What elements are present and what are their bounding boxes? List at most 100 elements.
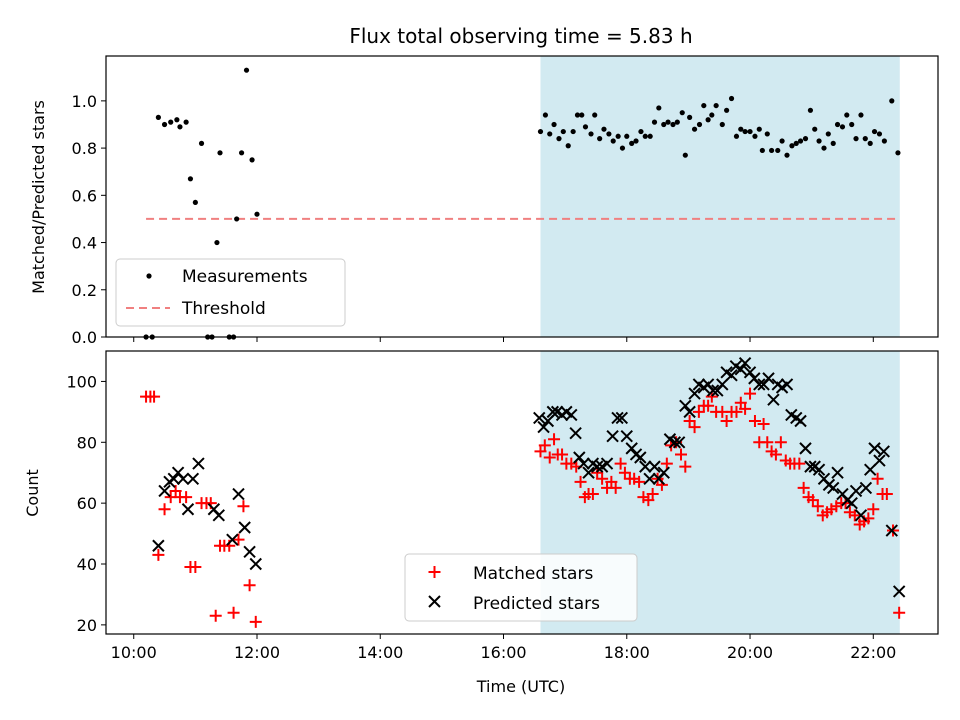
measurement-point bbox=[579, 112, 585, 118]
matched-star-point bbox=[806, 494, 819, 507]
predicted-star-point bbox=[885, 524, 898, 537]
predicted-star-point bbox=[611, 411, 624, 425]
legend-predicted-marker bbox=[428, 595, 441, 608]
matched-star-point bbox=[720, 414, 733, 427]
predicted-star-point bbox=[226, 533, 239, 546]
measurement-point bbox=[853, 136, 859, 142]
predicted-star-point bbox=[192, 457, 205, 470]
predicted-star-point bbox=[892, 585, 906, 598]
x-tick-label: 18:00 bbox=[604, 643, 650, 662]
matched-star-point bbox=[227, 606, 240, 619]
matched-star-point bbox=[232, 533, 245, 546]
predicted-star-point bbox=[743, 366, 757, 379]
predicted-star-point bbox=[615, 411, 629, 425]
top-y-tick-label: 0.4 bbox=[72, 234, 97, 253]
measurement-point bbox=[802, 136, 809, 142]
predicted-star-point bbox=[212, 509, 225, 522]
measurement-point bbox=[597, 136, 603, 142]
measurement-point bbox=[234, 216, 240, 222]
top-panel: 0.0 0.2 0.4 0.6 0.8 1.0 Matched/Predicted sta… bbox=[29, 55, 939, 347]
legend-matched-marker bbox=[428, 566, 441, 578]
predicted-star-point bbox=[734, 363, 747, 376]
bottom-y-tick-label: 100 bbox=[66, 372, 97, 391]
measurement-point bbox=[764, 131, 770, 137]
measurement-point bbox=[849, 121, 855, 128]
predicted-star-point bbox=[181, 503, 195, 516]
predicted-star-point bbox=[158, 484, 171, 498]
predicted-star-point bbox=[546, 405, 560, 419]
matched-star-point bbox=[586, 488, 599, 501]
measurement-point bbox=[691, 126, 698, 132]
matched-star-point bbox=[189, 561, 202, 574]
measurement-point bbox=[724, 107, 730, 113]
matched-star-point bbox=[848, 509, 861, 522]
top-legend: Measurements Threshold bbox=[115, 258, 346, 327]
predicted-star-point bbox=[812, 463, 826, 476]
measurement-point bbox=[830, 140, 836, 146]
matched-star-point bbox=[237, 500, 250, 513]
matched-star-point bbox=[543, 451, 556, 464]
measurement-point bbox=[243, 67, 250, 73]
measurement-point bbox=[858, 112, 864, 118]
matched-star-point bbox=[893, 606, 906, 619]
matched-star-point bbox=[660, 457, 673, 470]
predicted-star-point bbox=[780, 378, 794, 391]
measurement-point bbox=[752, 133, 758, 139]
predicted-star-point bbox=[831, 466, 844, 479]
measurement-point bbox=[825, 131, 831, 137]
measurement-point bbox=[889, 98, 895, 104]
matched-star-point bbox=[675, 448, 688, 461]
measurement-point bbox=[574, 112, 581, 118]
matched-star-point bbox=[871, 472, 884, 485]
bottom-y-ticks: 20 40 60 80 100 bbox=[66, 372, 106, 635]
measurement-point bbox=[560, 128, 566, 135]
predicted-star-point bbox=[753, 378, 766, 391]
top-x-ticks bbox=[133, 337, 874, 342]
measurement-point bbox=[642, 133, 648, 139]
top-y-tick-label: 0.8 bbox=[72, 139, 97, 158]
measurement-point bbox=[238, 150, 245, 156]
predicted-star-point bbox=[845, 496, 858, 510]
matched-star-point bbox=[534, 445, 547, 458]
predicted-star-point bbox=[706, 384, 720, 397]
matched-star-point bbox=[774, 436, 787, 449]
matched-star-point bbox=[556, 448, 569, 461]
predicted-star-point bbox=[186, 472, 200, 486]
bottom-y-tick-label: 80 bbox=[77, 433, 97, 452]
measurement-point bbox=[759, 147, 765, 154]
predicted-star-point bbox=[606, 429, 619, 443]
measurement-point bbox=[192, 199, 198, 206]
predicted-star-point bbox=[232, 487, 245, 501]
predicted-star-point bbox=[762, 372, 775, 385]
predicted-stars-series bbox=[152, 356, 906, 598]
matched-star-point bbox=[548, 433, 561, 446]
measurement-point bbox=[661, 121, 667, 128]
legend-matched-label: Matched stars bbox=[473, 564, 593, 584]
predicted-star-point bbox=[537, 420, 550, 434]
matched-star-point bbox=[811, 500, 824, 513]
measurement-point bbox=[895, 150, 901, 156]
measurement-point bbox=[601, 126, 607, 132]
measurement-point bbox=[187, 176, 194, 182]
matched-star-point bbox=[152, 548, 165, 561]
measurement-point bbox=[713, 102, 719, 109]
predicted-star-point bbox=[249, 557, 262, 571]
measurement-point bbox=[709, 112, 715, 118]
measurement-point bbox=[588, 131, 594, 137]
measurement-point bbox=[871, 128, 878, 135]
measurement-point bbox=[793, 140, 799, 146]
predicted-star-point bbox=[873, 454, 886, 467]
measurement-point bbox=[542, 112, 549, 118]
top-y-axis-label: Matched/Predicted stars bbox=[29, 100, 48, 294]
predicted-star-point bbox=[643, 472, 656, 486]
measurement-point bbox=[797, 138, 804, 144]
matched-star-point bbox=[797, 481, 810, 494]
bottom-legend: Matched stars Predicted stars bbox=[404, 553, 638, 622]
matched-star-point bbox=[683, 414, 696, 427]
measurement-point bbox=[570, 128, 576, 135]
legend-threshold-label: Threshold bbox=[181, 299, 266, 319]
measurement-point bbox=[565, 143, 571, 149]
predicted-star-point bbox=[799, 442, 812, 455]
predicted-star-point bbox=[167, 472, 181, 486]
matched-star-point bbox=[744, 387, 757, 400]
